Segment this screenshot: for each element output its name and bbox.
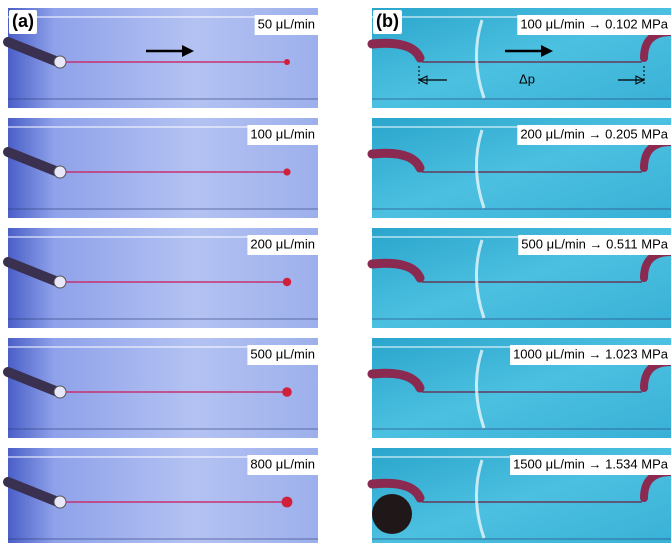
photo: 800 μL/min xyxy=(8,448,318,543)
inlet xyxy=(54,166,66,178)
inlet xyxy=(54,56,66,68)
channel-edge xyxy=(8,538,318,540)
image-label: 500 μL/min → 0.511 MPa xyxy=(521,236,668,251)
photo: 100 μL/min → 0.102 MPa xyxy=(372,8,671,108)
pressure-annotation: Δp xyxy=(519,71,535,86)
channel-edge xyxy=(372,318,671,320)
image-label: 1000 μL/min → 1.023 MPa xyxy=(513,346,669,361)
droplet xyxy=(282,497,293,508)
channel-edge xyxy=(372,428,671,430)
channel-edge xyxy=(372,208,671,210)
image-label: 200 μL/min xyxy=(250,236,315,251)
image-label: 200 μL/min → 0.205 MPa xyxy=(520,126,668,141)
panel-label: (a) xyxy=(12,11,34,31)
figure: 50 μL/min 100 μL/min 200 μL/min 500 μL/min 8… xyxy=(0,0,671,543)
channel-edge xyxy=(372,538,671,540)
inlet xyxy=(54,276,66,288)
photo: 200 μL/min xyxy=(8,228,318,328)
photo: 100 μL/min xyxy=(8,118,318,218)
channel-edge xyxy=(8,318,318,320)
photo: 500 μL/min → 0.511 MPa xyxy=(372,228,671,328)
image-label: 100 μL/min → 0.102 MPa xyxy=(520,16,668,31)
inlet xyxy=(54,386,66,398)
photo: 500 μL/min xyxy=(8,338,318,438)
image-label: 50 μL/min xyxy=(258,16,315,31)
droplet xyxy=(283,278,291,286)
image-label: 1500 μL/min → 1.534 MPa xyxy=(513,456,669,471)
droplet xyxy=(284,59,290,65)
photo: 200 μL/min → 0.205 MPa xyxy=(372,118,671,218)
photo: 1500 μL/min → 1.534 MPa xyxy=(372,448,671,543)
channel-edge xyxy=(8,98,318,100)
inlet xyxy=(54,496,66,508)
panel-label: (b) xyxy=(376,11,399,31)
image-label: 500 μL/min xyxy=(250,346,315,361)
photo: 1000 μL/min → 1.023 MPa xyxy=(372,338,671,438)
panel-b: 100 μL/min → 0.102 MPa 200 μL/min → 0.205… xyxy=(372,8,671,543)
channel-edge xyxy=(8,208,318,210)
page: 50 μL/min 100 μL/min 200 μL/min 500 μL/min 8… xyxy=(0,0,671,543)
channel-edge xyxy=(8,428,318,430)
image-label: 100 μL/min xyxy=(250,126,315,141)
photo: 50 μL/min xyxy=(8,8,318,108)
droplet xyxy=(283,168,290,175)
droplet xyxy=(282,387,292,397)
channel-edge xyxy=(372,98,671,100)
dark-blob xyxy=(372,494,412,534)
panel-a: 50 μL/min 100 μL/min 200 μL/min 500 μL/min 8… xyxy=(8,8,318,543)
image-label: 800 μL/min xyxy=(250,456,315,471)
